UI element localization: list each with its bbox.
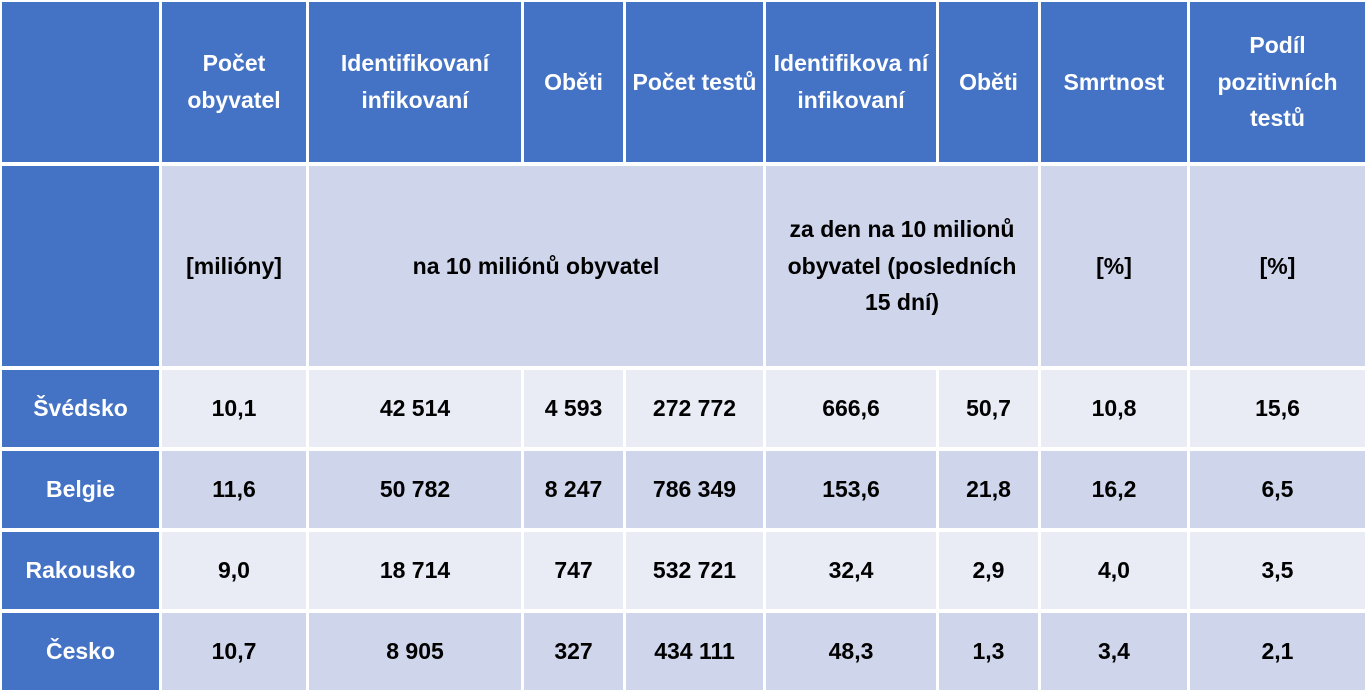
table-cell: 4 593 (524, 370, 626, 451)
header-deaths-daily: Oběti (939, 2, 1041, 166)
table-cell: 272 772 (626, 370, 766, 451)
header-deaths: Oběti (524, 2, 626, 166)
table-cell: 11,6 (162, 451, 309, 532)
table-cell: 747 (524, 532, 626, 613)
country-cell: Švédsko (2, 370, 162, 451)
table-cell: 10,1 (162, 370, 309, 451)
unit-mortality: [%] (1041, 166, 1190, 370)
table-cell: 42 514 (309, 370, 524, 451)
table-cell: 8 247 (524, 451, 626, 532)
table-cell: 9,0 (162, 532, 309, 613)
table-cell: 327 (524, 613, 626, 694)
unit-per-day: za den na 10 milionů obyvatel (posledníc… (766, 166, 1041, 370)
table-cell: 153,6 (766, 451, 939, 532)
header-identified-infected-daily: Identifikova ní infikovaní (766, 2, 939, 166)
units-row: [milióny] na 10 miliónů obyvatel za den … (2, 166, 1368, 370)
table-cell: 50 782 (309, 451, 524, 532)
table-cell: 1,3 (939, 613, 1041, 694)
table-cell: 2,9 (939, 532, 1041, 613)
unit-positive-share: [%] (1190, 166, 1368, 370)
table-cell: 434 111 (626, 613, 766, 694)
header-identified-infected: Identifikovaní infikovaní (309, 2, 524, 166)
country-cell: Rakousko (2, 532, 162, 613)
unit-population: [milióny] (162, 166, 309, 370)
header-positive-share: Podíl pozitivních testů (1190, 2, 1368, 166)
table-cell: 8 905 (309, 613, 524, 694)
table-cell: 10,8 (1041, 370, 1190, 451)
table-cell: 32,4 (766, 532, 939, 613)
table-cell: 48,3 (766, 613, 939, 694)
table-row: Česko 10,7 8 905 327 434 111 48,3 1,3 3,… (2, 613, 1368, 694)
header-row: Počet obyvatel Identifikovaní infikovaní… (2, 2, 1368, 166)
table-cell: 21,8 (939, 451, 1041, 532)
table-cell: 3,4 (1041, 613, 1190, 694)
table-cell: 786 349 (626, 451, 766, 532)
table-cell: 532 721 (626, 532, 766, 613)
unit-per-10m: na 10 miliónů obyvatel (309, 166, 766, 370)
header-mortality: Smrtnost (1041, 2, 1190, 166)
table-cell: 18 714 (309, 532, 524, 613)
table-row: Rakousko 9,0 18 714 747 532 721 32,4 2,9… (2, 532, 1368, 613)
header-population: Počet obyvatel (162, 2, 309, 166)
table-cell: 3,5 (1190, 532, 1368, 613)
table-row: Belgie 11,6 50 782 8 247 786 349 153,6 2… (2, 451, 1368, 532)
country-cell: Česko (2, 613, 162, 694)
table-cell: 10,7 (162, 613, 309, 694)
table-cell: 4,0 (1041, 532, 1190, 613)
units-row-head (2, 166, 162, 370)
table-cell: 666,6 (766, 370, 939, 451)
table-cell: 50,7 (939, 370, 1041, 451)
corner-cell (2, 2, 162, 166)
header-tests: Počet testů (626, 2, 766, 166)
table-row: Švédsko 10,1 42 514 4 593 272 772 666,6 … (2, 370, 1368, 451)
table-cell: 6,5 (1190, 451, 1368, 532)
table-cell: 16,2 (1041, 451, 1190, 532)
table-cell: 15,6 (1190, 370, 1368, 451)
country-cell: Belgie (2, 451, 162, 532)
table-cell: 2,1 (1190, 613, 1368, 694)
